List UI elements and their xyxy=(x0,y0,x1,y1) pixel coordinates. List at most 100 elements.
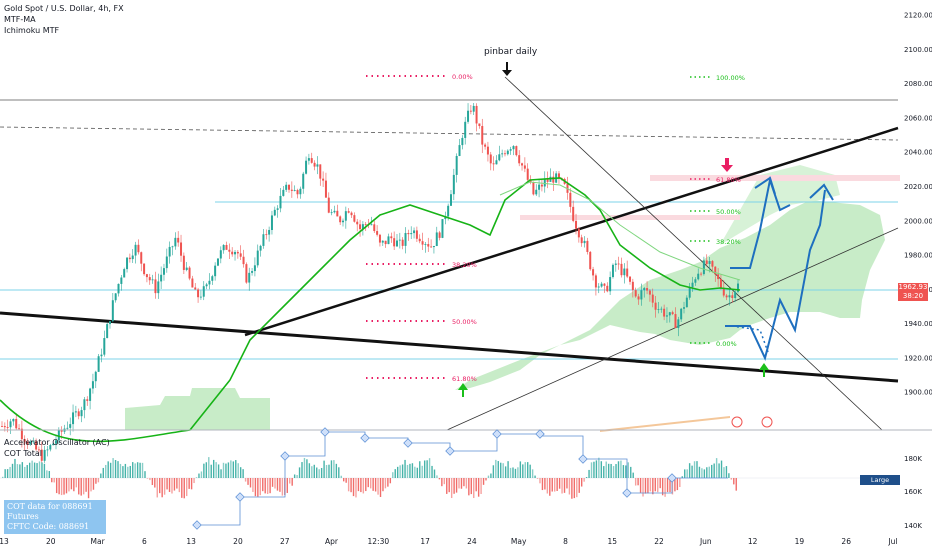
oscillator-bar xyxy=(2,476,4,478)
candle-body xyxy=(714,266,717,275)
oscillator-bar xyxy=(87,478,90,499)
oscillator-bar xyxy=(352,478,355,497)
us-flag-icon[interactable] xyxy=(761,416,773,428)
candle-body xyxy=(26,441,29,445)
oscillator-bar xyxy=(541,478,544,491)
candle-body xyxy=(177,237,180,243)
price-axis[interactable]: 2120.00 2100.00 2080.00 2060.00 2040.00 2020.… xyxy=(904,12,932,397)
oscillator-bar xyxy=(539,478,541,484)
oscillator-bar xyxy=(374,478,377,492)
indicator-accelerator[interactable]: Accelerator Oscillator (AC) xyxy=(4,438,110,447)
oscillator-bar xyxy=(163,478,166,495)
oscillator-bar xyxy=(333,460,335,478)
candle-body xyxy=(18,428,21,430)
candle-body xyxy=(708,261,711,264)
oscillator-bar xyxy=(58,478,60,495)
candle-body xyxy=(302,173,305,189)
candle-body xyxy=(245,264,248,283)
large-traders-button[interactable]: Large Traders xyxy=(860,475,900,494)
candle-body xyxy=(288,184,291,190)
candle-body xyxy=(40,449,43,461)
oscillator-bar xyxy=(286,478,288,493)
indicator-mtf-ma[interactable]: MTF-MA xyxy=(4,15,36,24)
oscillator-bar xyxy=(500,462,502,478)
oscillator-bar xyxy=(490,473,492,478)
candle-body xyxy=(225,244,228,250)
oscillator-bar xyxy=(210,464,212,478)
trend-lines[interactable] xyxy=(0,76,899,431)
oscillator-bar xyxy=(669,478,671,493)
oscillator-bar xyxy=(105,464,107,478)
pinbar-label: pinbar daily xyxy=(484,47,538,57)
oscillator-bar xyxy=(235,460,237,478)
oscillator-bar xyxy=(193,478,195,484)
candle-body xyxy=(248,272,251,283)
candle-body xyxy=(532,182,535,195)
candle-body xyxy=(49,445,52,450)
oscillator-bar xyxy=(681,476,683,478)
candle-body xyxy=(296,190,299,195)
candle-body xyxy=(475,105,478,124)
candle-body xyxy=(683,307,686,309)
candle-body xyxy=(86,399,89,401)
candle-body xyxy=(697,273,700,280)
price-projection[interactable] xyxy=(725,176,834,361)
up-arrow-icon xyxy=(458,363,769,397)
candle-body xyxy=(702,260,705,275)
current-price-tag: 1962.93 38:20 xyxy=(898,283,928,301)
candle-body xyxy=(597,286,600,288)
event-flag-icon[interactable] xyxy=(731,416,743,428)
oscillator-bar xyxy=(497,461,499,478)
candle-body xyxy=(444,216,447,220)
oscillator-bar xyxy=(470,478,472,495)
oscillator-bar xyxy=(394,469,396,478)
candle-body xyxy=(154,279,157,294)
oscillator-bar xyxy=(308,463,311,478)
oscillator-bar xyxy=(679,478,681,487)
oscillator-bar xyxy=(396,466,399,478)
oscillator-bar xyxy=(480,478,482,494)
candle-body xyxy=(546,179,549,182)
oscillator-bar xyxy=(657,478,659,493)
price-tick-label: 2060.00 xyxy=(904,114,932,122)
oscillator-bar xyxy=(593,461,595,478)
oscillator-bar xyxy=(78,478,80,495)
oscillator-legend: Accelerator Oscillator (AC) COT Total xyxy=(4,437,110,459)
oscillator-bar xyxy=(485,478,487,481)
candle-body xyxy=(606,285,609,292)
oscillator-bar xyxy=(36,463,38,478)
indicator-ichimoku[interactable]: Ichimoku MTF xyxy=(4,26,60,35)
candle-body xyxy=(620,263,623,276)
oscillator-bar xyxy=(519,461,522,478)
indicator-cot-total[interactable]: COT Total xyxy=(4,449,42,458)
candle-body xyxy=(665,315,668,317)
oscillator-bar xyxy=(279,478,281,492)
candle-body xyxy=(342,220,345,223)
oscillator-bar xyxy=(465,478,468,489)
candle-body xyxy=(236,251,239,254)
oscillator-bar xyxy=(446,478,448,494)
candle-body xyxy=(472,105,475,112)
oscillator-bar xyxy=(443,478,445,485)
oscillator-bar xyxy=(723,467,725,478)
time-axis[interactable]: 13 20 Mar 6 13 20 27 Apr 12:30 17 24 May 8 15 22 Jun 12 1… xyxy=(0,537,898,546)
oscillator-bar xyxy=(637,478,639,486)
down-arrow-icon xyxy=(721,158,733,172)
candle-body xyxy=(401,239,404,246)
oscillator-bar xyxy=(338,467,340,478)
oscillator-bar xyxy=(43,463,46,478)
candle-body xyxy=(299,188,302,195)
oscillator-bar xyxy=(51,478,53,483)
candle-body xyxy=(393,238,396,247)
oscillator-bar xyxy=(46,470,48,478)
oscillator-bar xyxy=(122,466,124,478)
price-tick-label: 2120.00 xyxy=(904,12,932,20)
symbol-title[interactable]: Gold Spot / U.S. Dollar, 4h, FX xyxy=(4,4,124,13)
oscillator-bar xyxy=(4,469,6,478)
candle-body xyxy=(162,268,165,275)
oscillator-bar xyxy=(622,465,625,478)
candle-body xyxy=(464,121,467,138)
oscillator-bar xyxy=(450,478,453,499)
oscillator-bar xyxy=(554,478,556,492)
